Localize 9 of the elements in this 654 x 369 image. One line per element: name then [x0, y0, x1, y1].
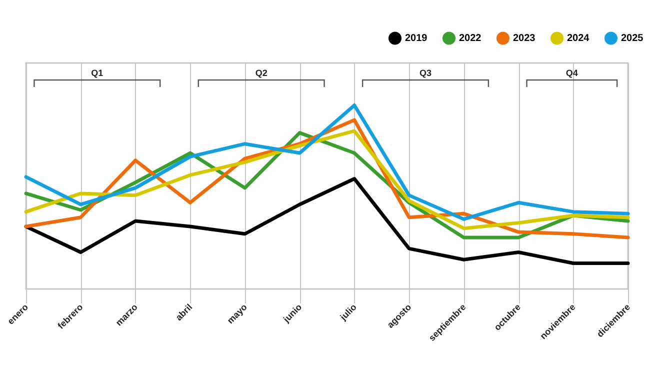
legend-label: 2022 [459, 33, 482, 44]
legend-label: 2023 [513, 33, 536, 44]
text: Q1 [91, 68, 104, 78]
text: Q2 [255, 68, 268, 78]
text: Q3 [420, 68, 432, 78]
text: Q4 [566, 68, 578, 78]
legend-label: 2019 [405, 33, 428, 44]
legend-label: 2024 [567, 33, 590, 44]
legend-label: 2025 [621, 33, 644, 44]
